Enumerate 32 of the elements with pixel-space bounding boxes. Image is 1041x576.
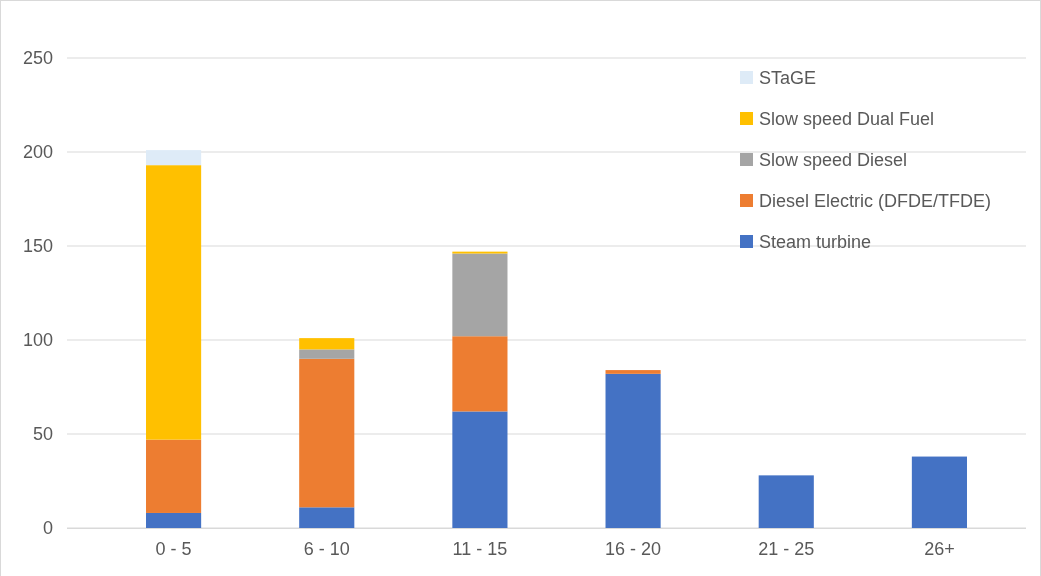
x-tick-label: 16 - 20 <box>605 538 662 559</box>
x-tick-label: 0 - 5 <box>155 538 192 559</box>
bar <box>146 439 202 513</box>
bar <box>452 253 508 337</box>
y-tick-label: 50 <box>32 424 53 445</box>
bar <box>758 475 814 528</box>
bar <box>605 373 661 528</box>
bar <box>605 370 661 374</box>
y-tick-label: 150 <box>22 236 53 257</box>
bar <box>299 507 355 528</box>
legend-label: Slow speed Diesel <box>759 150 908 170</box>
bar <box>146 165 202 440</box>
bar <box>299 358 355 508</box>
x-tick-label: 11 - 15 <box>452 538 508 559</box>
y-tick-label: 250 <box>22 48 53 69</box>
x-tick-label: 6 - 10 <box>303 538 350 559</box>
bar <box>146 512 202 528</box>
x-tick-label: 26+ <box>924 538 955 559</box>
x-tick-label: 21 - 25 <box>758 538 815 559</box>
bar <box>452 411 508 528</box>
bar <box>452 336 508 412</box>
y-tick-label: 200 <box>22 142 53 163</box>
legend-label: Diesel Electric (DFDE/TFDE) <box>759 191 992 211</box>
bar <box>299 349 355 359</box>
legend-label: Slow speed Dual Fuel <box>759 109 935 129</box>
bar <box>146 150 202 166</box>
y-tick-label: 0 <box>42 518 53 539</box>
bar <box>299 338 355 350</box>
bar <box>911 456 967 528</box>
legend-label: STaGE <box>759 68 817 88</box>
legend-label: Steam turbine <box>759 232 872 252</box>
y-tick-label: 100 <box>22 330 53 351</box>
